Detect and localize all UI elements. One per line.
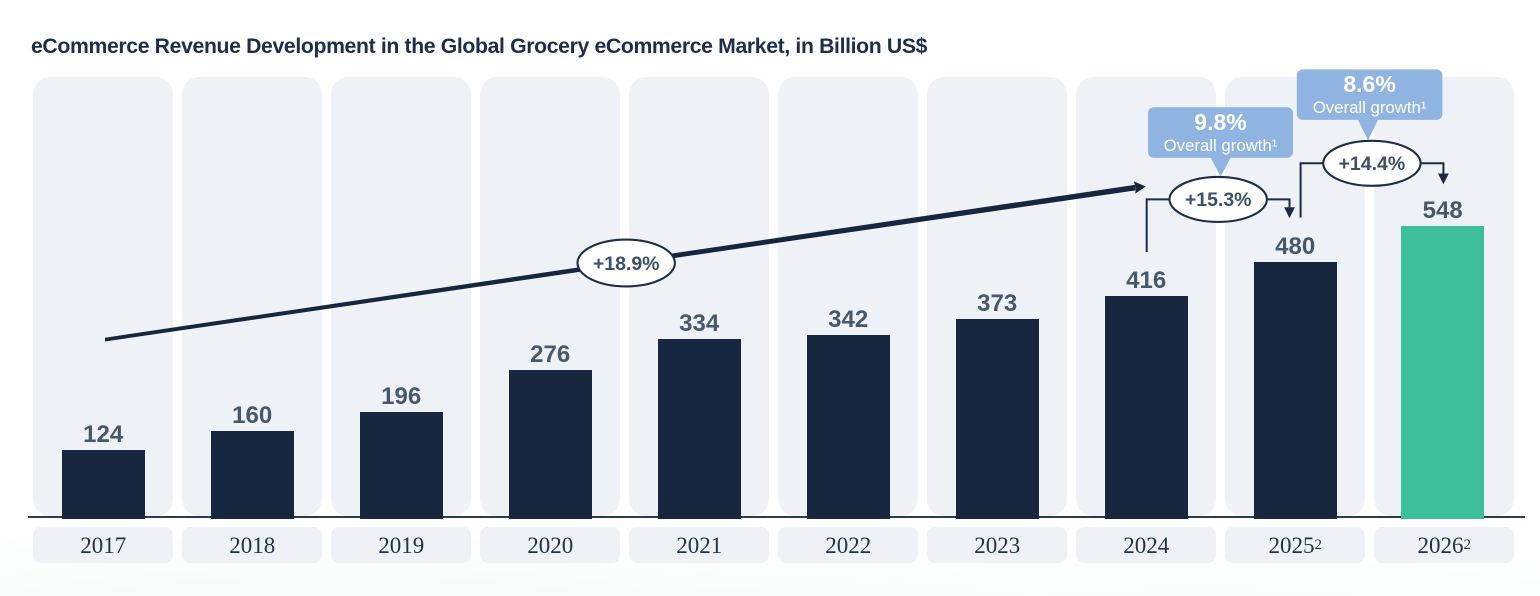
svg-text:9.8%: 9.8% <box>1194 109 1246 135</box>
svg-text:+18.9%: +18.9% <box>593 253 660 275</box>
svg-text:Overall growth¹: Overall growth¹ <box>1313 98 1427 117</box>
svg-text:8.6%: 8.6% <box>1343 71 1395 97</box>
svg-text:+14.4%: +14.4% <box>1339 153 1406 175</box>
svg-text:+15.3%: +15.3% <box>1185 189 1252 211</box>
svg-text:Overall growth¹: Overall growth¹ <box>1164 136 1278 155</box>
